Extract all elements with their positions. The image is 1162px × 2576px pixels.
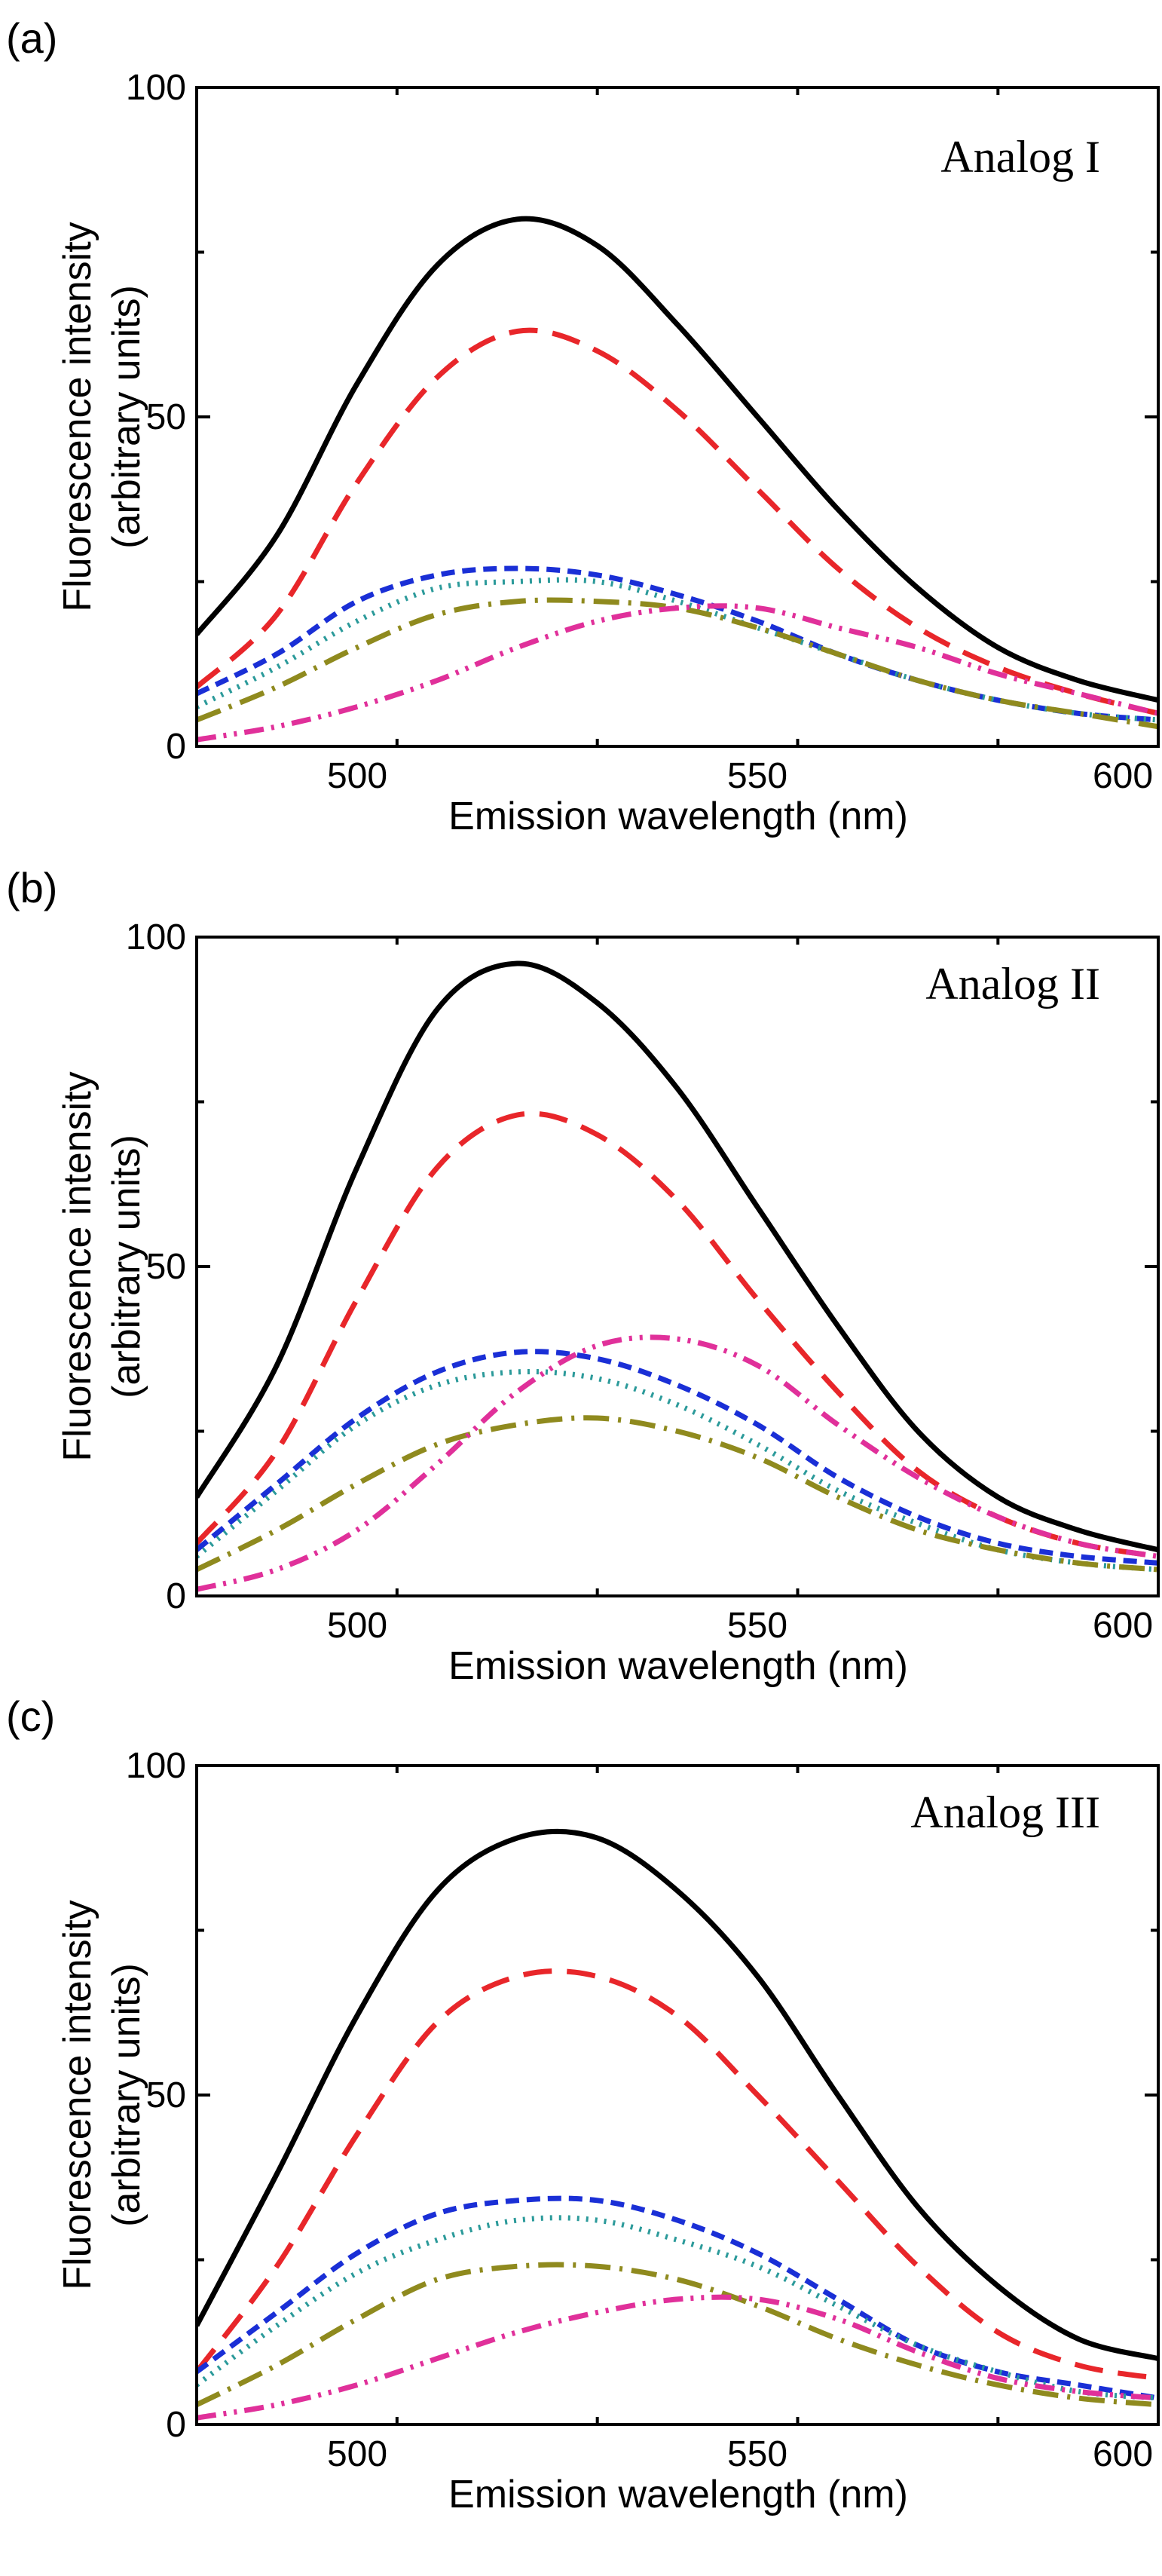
y-axis-label-line1-b: Fluorescence intensity	[56, 1071, 99, 1461]
y-axis-label-line2-a: (arbitrary units)	[105, 285, 148, 549]
series-line-magenta-dashdotdot-c	[197, 2294, 1158, 2421]
series-line-olive-dashdot-b	[197, 1415, 1158, 1573]
series-line-blue-short-dash-b	[197, 1349, 1158, 1566]
panel-a: (a) 100 50 0 500 550 600 Emission wavele…	[6, 14, 1160, 838]
y-tick-label-0-a: 0	[166, 727, 186, 767]
series-line-magenta-dashdotdot-b	[197, 1334, 1158, 1592]
panel-c: (c) 100 50 0 500 550 600 Emission wavele…	[6, 1692, 1160, 2516]
x-axis-label-b: Emission wavelength (nm)	[448, 1644, 908, 1688]
x-tick-label-600-c: 600	[1093, 2434, 1153, 2474]
series-line-magenta-dashdotdot-a	[197, 603, 1158, 743]
y-tick-label-100-c: 100	[126, 1746, 186, 1786]
x-axis-label-c: Emission wavelength (nm)	[448, 2473, 908, 2516]
series-line-black-solid-b	[197, 960, 1158, 1553]
x-tick-label-500-c: 500	[327, 2434, 387, 2474]
chart-title-a: Analog I	[940, 132, 1100, 182]
y-axis-label-line2-c: (arbitrary units)	[105, 1963, 148, 2227]
series-line-red-dash-a	[197, 327, 1158, 716]
panel-label-c: (c)	[6, 1692, 55, 1740]
series-line-red-dash-b	[197, 1110, 1158, 1560]
series-line-teal-dot-a	[197, 577, 1158, 723]
y-tick-label-50-b: 50	[146, 1247, 186, 1287]
panel-label-a: (a)	[6, 14, 57, 62]
series-line-olive-dashdot-c	[197, 2262, 1158, 2408]
x-tick-label-600-a: 600	[1093, 756, 1153, 796]
series-line-olive-dashdot-a	[197, 597, 1158, 730]
ticks-layer-c	[197, 1766, 1158, 2424]
y-tick-label-50-a: 50	[146, 397, 186, 437]
y-axis-label-line2-b: (arbitrary units)	[105, 1135, 148, 1398]
series-line-blue-short-dash-c	[197, 2195, 1158, 2401]
y-tick-label-50-c: 50	[146, 2075, 186, 2115]
series-layer-b	[197, 960, 1158, 1592]
y-axis-label-line1-c: Fluorescence intensity	[56, 1900, 99, 2290]
ticks-layer-b	[197, 937, 1158, 1596]
y-tick-label-0-c: 0	[166, 2405, 186, 2445]
ticks-layer-a	[197, 87, 1158, 746]
y-axis-label-line1-a: Fluorescence intensity	[56, 222, 99, 611]
series-layer-c	[197, 1828, 1158, 2421]
y-tick-label-100-b: 100	[126, 917, 186, 957]
x-tick-label-550-c: 550	[727, 2434, 787, 2474]
series-line-teal-dot-c	[197, 2215, 1158, 2401]
chart-title-b: Analog II	[925, 959, 1100, 1009]
panel-label-b: (b)	[6, 864, 57, 911]
series-line-red-dash-c	[197, 1968, 1158, 2381]
x-axis-label-a: Emission wavelength (nm)	[448, 795, 908, 838]
chart-title-c: Analog III	[910, 1787, 1100, 1837]
panel-b: (b) 100 50 0 500 550 600 Emission wavele…	[6, 864, 1160, 1688]
y-tick-label-0-b: 0	[166, 1576, 186, 1616]
x-tick-label-550-b: 550	[727, 1606, 787, 1646]
y-tick-label-100-a: 100	[126, 68, 186, 108]
x-tick-label-500-a: 500	[327, 756, 387, 796]
series-line-black-solid-c	[197, 1828, 1158, 2362]
x-tick-label-500-b: 500	[327, 1606, 387, 1646]
series-line-blue-short-dash-a	[197, 565, 1158, 723]
series-line-black-solid-a	[197, 216, 1158, 703]
series-layer-a	[197, 216, 1158, 743]
x-tick-label-600-b: 600	[1093, 1606, 1153, 1646]
plot-frame-b	[195, 936, 1160, 1597]
x-tick-label-550-a: 550	[727, 756, 787, 796]
